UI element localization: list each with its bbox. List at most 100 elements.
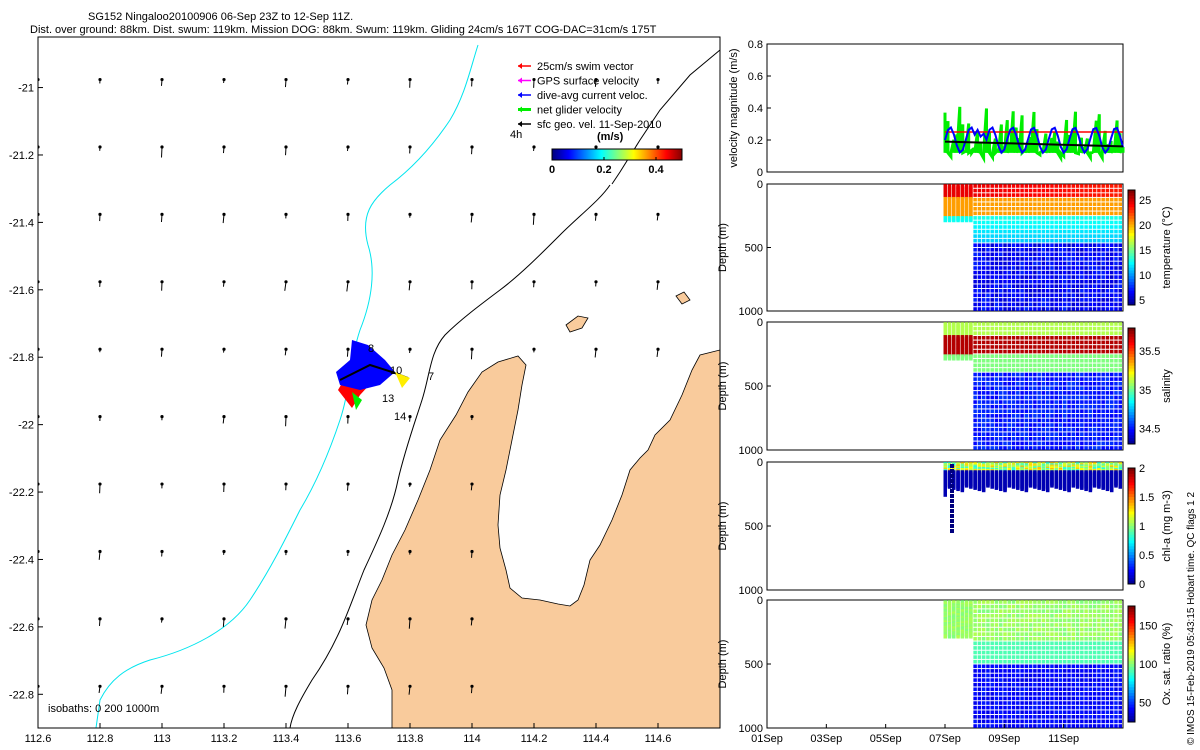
profile-point — [973, 363, 977, 368]
colorbar-tick-label: 34.5 — [1139, 424, 1160, 436]
profile-point — [994, 307, 999, 311]
profile-point — [994, 238, 999, 243]
profile-point — [990, 682, 994, 687]
profile-point — [1118, 358, 1122, 363]
profile-point — [998, 202, 1003, 207]
profile-point — [1109, 646, 1114, 650]
y-tick-label: 0 — [757, 179, 763, 191]
profile-point — [1109, 363, 1114, 368]
profile-point — [986, 613, 990, 618]
colorbar-tick-label: 35 — [1139, 385, 1151, 397]
profile-point — [973, 386, 977, 391]
profile-point — [1016, 609, 1020, 613]
profile-point — [1084, 331, 1088, 335]
profile-point — [1033, 682, 1037, 687]
profile-point — [994, 335, 999, 340]
profile-point — [1084, 288, 1088, 293]
profile-point — [1007, 372, 1012, 377]
profile-point — [1054, 243, 1058, 248]
profile-point — [1037, 682, 1041, 687]
profile-point — [952, 486, 956, 490]
colorbar-tick-label: 2 — [1139, 463, 1145, 475]
profile-point — [1063, 298, 1067, 302]
profile-point — [1075, 206, 1080, 211]
colorbar-cell — [1128, 198, 1135, 202]
day-label: 7 — [428, 371, 434, 383]
profile-point — [1033, 386, 1037, 391]
profile-point — [990, 724, 994, 728]
profile-point — [1007, 188, 1012, 193]
profile-point — [1003, 377, 1007, 381]
profile-point — [1011, 354, 1016, 358]
profile-point — [1071, 358, 1076, 363]
profile-point — [1080, 409, 1084, 414]
profile-point — [1003, 701, 1007, 705]
profile-point — [1007, 216, 1012, 220]
profile-point — [1003, 270, 1007, 275]
profile-point — [1063, 307, 1067, 311]
profile-point — [994, 216, 999, 220]
profile-point — [1105, 322, 1110, 326]
profile-point — [1118, 284, 1122, 289]
profile-point — [973, 216, 977, 220]
profile-point — [986, 252, 990, 257]
profile-point — [1109, 234, 1114, 238]
velocity-arrow-head — [532, 280, 536, 284]
profile-point — [1007, 326, 1012, 331]
velocity-arrow-head — [98, 549, 102, 554]
profile-point — [1114, 349, 1118, 354]
profile-point — [1020, 288, 1024, 293]
profile-point — [964, 218, 969, 223]
profile-point — [990, 719, 994, 724]
colorbar-cell — [1128, 502, 1135, 507]
profile-point — [1054, 261, 1058, 266]
profile-point — [1033, 669, 1037, 673]
profile-point — [1054, 206, 1058, 211]
profile-point — [1088, 257, 1093, 261]
velocity-arrow-head — [160, 77, 164, 82]
profile-point — [1067, 414, 1071, 418]
profile-point — [1003, 488, 1007, 493]
profile-point — [986, 715, 990, 719]
colorbar-cell — [1128, 267, 1135, 271]
profile-point — [994, 247, 999, 252]
colorbar-tick-label: 10 — [1139, 270, 1151, 282]
colorbar-cell — [1128, 241, 1135, 246]
profile-point — [1092, 655, 1097, 659]
profile-point — [1007, 261, 1012, 266]
colorbar-cell — [1128, 552, 1135, 556]
profile-point — [990, 604, 994, 609]
profile-point — [1033, 627, 1037, 632]
profile-point — [1041, 331, 1046, 335]
profile-point — [986, 604, 990, 609]
profile-point — [1105, 687, 1110, 692]
profile-point — [1007, 441, 1012, 446]
colorbar-cell — [1128, 279, 1135, 283]
profile-point — [1045, 664, 1050, 669]
profile-point — [990, 275, 994, 279]
profile-point — [1024, 322, 1029, 326]
profile-point — [1020, 284, 1024, 289]
profile-point — [1118, 188, 1122, 193]
colorbar-cell — [1128, 417, 1135, 422]
colorbar-cell — [1128, 537, 1135, 541]
profile-point — [1105, 724, 1110, 728]
profile-point — [1028, 613, 1033, 618]
profile-point — [1011, 243, 1016, 248]
profile-point — [1080, 302, 1084, 307]
profile-point — [1092, 358, 1097, 363]
profile-point — [947, 356, 952, 361]
velocity-series — [943, 106, 1125, 164]
profile-point — [1075, 225, 1080, 229]
profile-point — [994, 646, 999, 650]
profile-point — [1075, 696, 1080, 701]
profile-point — [986, 423, 990, 427]
profile-point — [1058, 710, 1063, 715]
colorbar-cell — [591, 149, 593, 160]
profile-point — [1033, 715, 1037, 719]
profile-point — [1088, 284, 1093, 289]
profile-point — [1024, 655, 1029, 659]
profile-point — [1028, 409, 1033, 414]
profile-point — [977, 363, 982, 368]
profile-point — [981, 682, 986, 687]
